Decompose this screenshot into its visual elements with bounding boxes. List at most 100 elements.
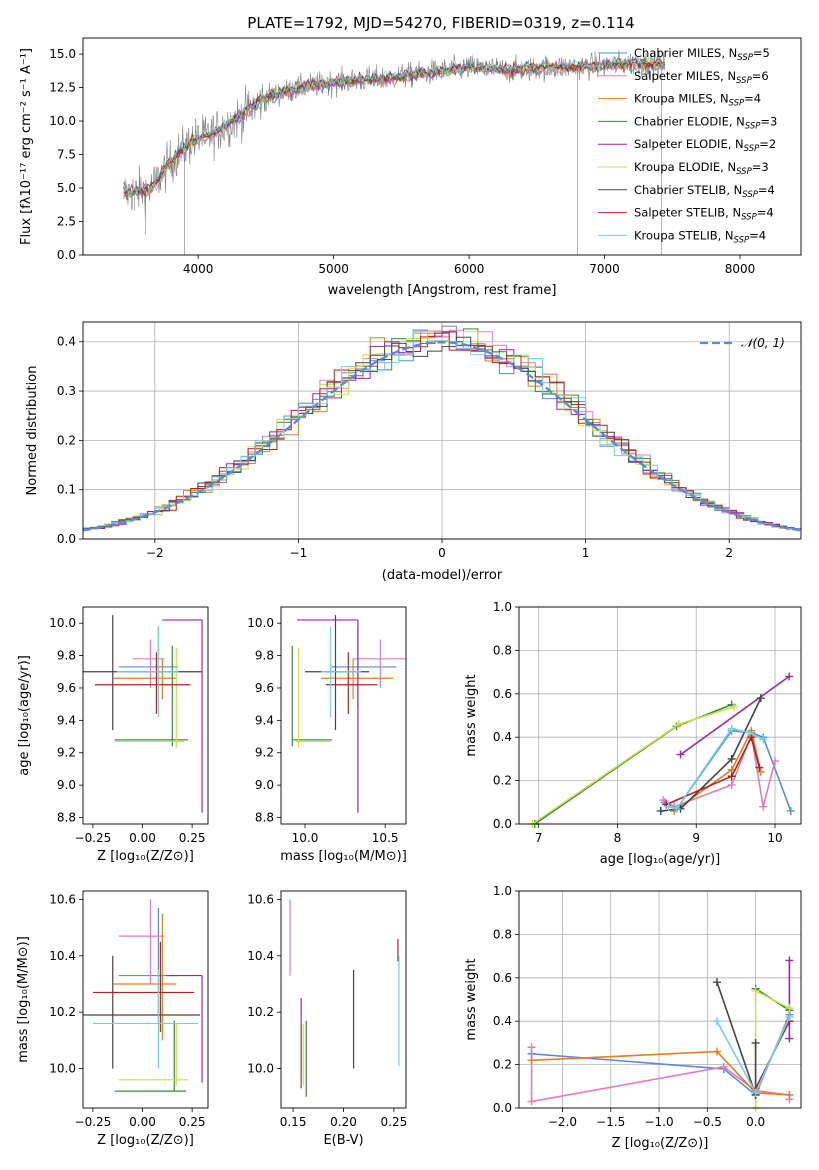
weight-marker	[759, 802, 768, 811]
axes-age_vs_Z: −0.25 0.00 0.25 8.8 9.0 9.2 9.4 9.6 9.8 10.0	[49, 616, 205, 845]
x-tick-label: 0.0	[746, 1115, 765, 1129]
x-tick-label: −0.5	[693, 1115, 722, 1129]
y-tick-label: 10.0	[247, 1062, 274, 1076]
x-axis-label: E(B-V)	[323, 1133, 363, 1148]
weight-marker	[745, 728, 754, 737]
axes-frame-mass_vs_EBV	[280, 890, 407, 1109]
weight-marker	[751, 986, 760, 995]
weight-line	[531, 706, 735, 825]
x-tick-label: 10.5	[372, 831, 399, 845]
errorbars-mass_vs_Z	[83, 899, 203, 1092]
figure-title: PLATE=1792, MJD=54270, FIBERID=0319, z=0…	[247, 14, 634, 32]
y-tick-label: 10.4	[49, 949, 76, 963]
axes-mass_vs_Z: −0.25 0.00 0.25 10.0 10.2 10.4 10.6	[49, 892, 205, 1129]
y-tick-label: 9.4	[255, 713, 274, 727]
y-tick-label: 0.1	[57, 483, 76, 497]
y-axis-label: mass weight	[464, 674, 479, 756]
errorbars-age_vs_Z	[83, 615, 203, 813]
y-tick-label: 0.3	[57, 384, 76, 398]
lines-weight_vs_Z	[527, 956, 794, 1112]
weight-line	[660, 697, 762, 812]
y-tick-label: 0.8	[493, 927, 512, 941]
weight-marker	[730, 702, 739, 711]
weight-marker	[712, 978, 721, 987]
y-tick-label: 7.5	[57, 148, 76, 162]
y-tick-label: 10.0	[49, 616, 76, 630]
axes-frame-weight_vs_age	[518, 606, 802, 825]
legend-entry: Kroupa ELODIE, NSSP=3	[634, 160, 769, 177]
weight-marker	[751, 1038, 760, 1047]
y-axis-label: mass weight	[464, 958, 479, 1040]
y-tick-label: 9.2	[57, 746, 76, 760]
y-tick-label: 5.0	[57, 181, 76, 195]
x-axis-label: Z [log₁₀(Z/Z⊙)]	[97, 1133, 194, 1148]
legend-entry: Kroupa MILES, NSSP=4	[634, 92, 761, 109]
weight-line	[716, 1016, 791, 1095]
y-tick-label: 10.2	[49, 1005, 76, 1019]
errorbars-age_vs_mass	[291, 615, 406, 813]
x-tick-label: 8	[614, 831, 622, 845]
weight-marker	[527, 1043, 536, 1052]
weight-marker	[785, 1090, 794, 1099]
y-tick-label: 9.8	[57, 649, 76, 663]
weight-marker	[785, 1034, 794, 1043]
x-tick-label: 4000	[183, 262, 214, 276]
x-axis-label: age [log₁₀(age/yr)]	[600, 852, 721, 867]
y-tick-label: 0.2	[493, 1058, 512, 1072]
axes-residuals: −2 −1 0 1 2 0.0 0.1 0.2 0.3 0.4	[57, 322, 801, 560]
y-tick-label: 0.2	[493, 774, 512, 788]
legend-entry: Chabrier ELODIE, NSSP=3	[634, 114, 777, 131]
model-line	[123, 57, 666, 197]
y-tick-label: 9.8	[255, 649, 274, 663]
weight-line	[534, 703, 732, 825]
legend-entry: Salpeter ELODIE, NSSP=2	[634, 137, 776, 154]
x-tick-label: 0.25	[179, 831, 206, 845]
y-axis-label: Normed distribution	[25, 366, 40, 496]
weight-marker	[719, 1062, 728, 1071]
model-line	[123, 56, 666, 196]
y-axis-label: mass [log₁₀(M/M⊙)]	[16, 936, 31, 1063]
weight-line	[531, 1050, 790, 1096]
x-tick-label: 10.0	[292, 831, 319, 845]
axes-frame-age_vs_Z	[82, 606, 209, 825]
weight-line	[665, 734, 761, 806]
axes-age_vs_mass: 10.0 10.5 8.8 9.0 9.2 9.4 9.6 9.8 10.0	[247, 616, 398, 845]
axes-frame-spectrum	[82, 37, 802, 256]
y-tick-label: 0.6	[493, 971, 512, 985]
weight-marker	[756, 767, 765, 776]
y-tick-label: 12.5	[49, 81, 76, 95]
weight-marker	[727, 724, 736, 733]
x-tick-label: 0.25	[179, 1115, 206, 1129]
axes-frame-age_vs_mass	[280, 606, 407, 825]
axes-frame-weight_vs_Z	[518, 890, 802, 1109]
x-tick-label: 7000	[589, 262, 620, 276]
y-tick-label: 9.6	[255, 681, 274, 695]
x-tick-label: −2.0	[548, 1115, 577, 1129]
y-axis-label: age [log₁₀(age/yr)]	[17, 655, 32, 776]
legend-entry: Salpeter STELIB, NSSP=4	[634, 206, 774, 223]
y-tick-label: 10.4	[247, 949, 274, 963]
lines-weight_vs_age	[528, 672, 795, 828]
weight-marker	[785, 672, 794, 681]
weight-marker	[785, 1004, 794, 1013]
y-tick-label: 10.2	[247, 1005, 274, 1019]
y-tick-label: 0.4	[493, 1014, 512, 1028]
y-tick-label: 9.0	[255, 778, 274, 792]
weight-marker	[785, 1012, 794, 1021]
y-tick-label: 0.4	[493, 730, 512, 744]
weight-line	[530, 1047, 791, 1103]
y-tick-label: 0.0	[57, 532, 76, 546]
y-tick-label: 15.0	[49, 47, 76, 61]
y-tick-label: 10.6	[49, 892, 76, 906]
legend-entry: Kroupa STELIB, NSSP=4	[634, 228, 766, 245]
weight-marker	[786, 806, 795, 815]
normal-curve	[83, 341, 801, 532]
weight-line	[716, 981, 757, 1096]
y-tick-label: 9.0	[57, 778, 76, 792]
weight-marker	[527, 1097, 536, 1106]
x-tick-label: 10	[767, 831, 782, 845]
legend-top: Chabrier MILES, NSSP=5 Salpeter MILES, NS…	[598, 46, 777, 245]
y-axis-label: Flux [fλ10⁻¹⁷ erg cm⁻² s⁻¹ A⁻¹]	[19, 48, 34, 245]
weight-marker	[712, 1017, 721, 1026]
y-tick-label: 0.4	[57, 335, 76, 349]
